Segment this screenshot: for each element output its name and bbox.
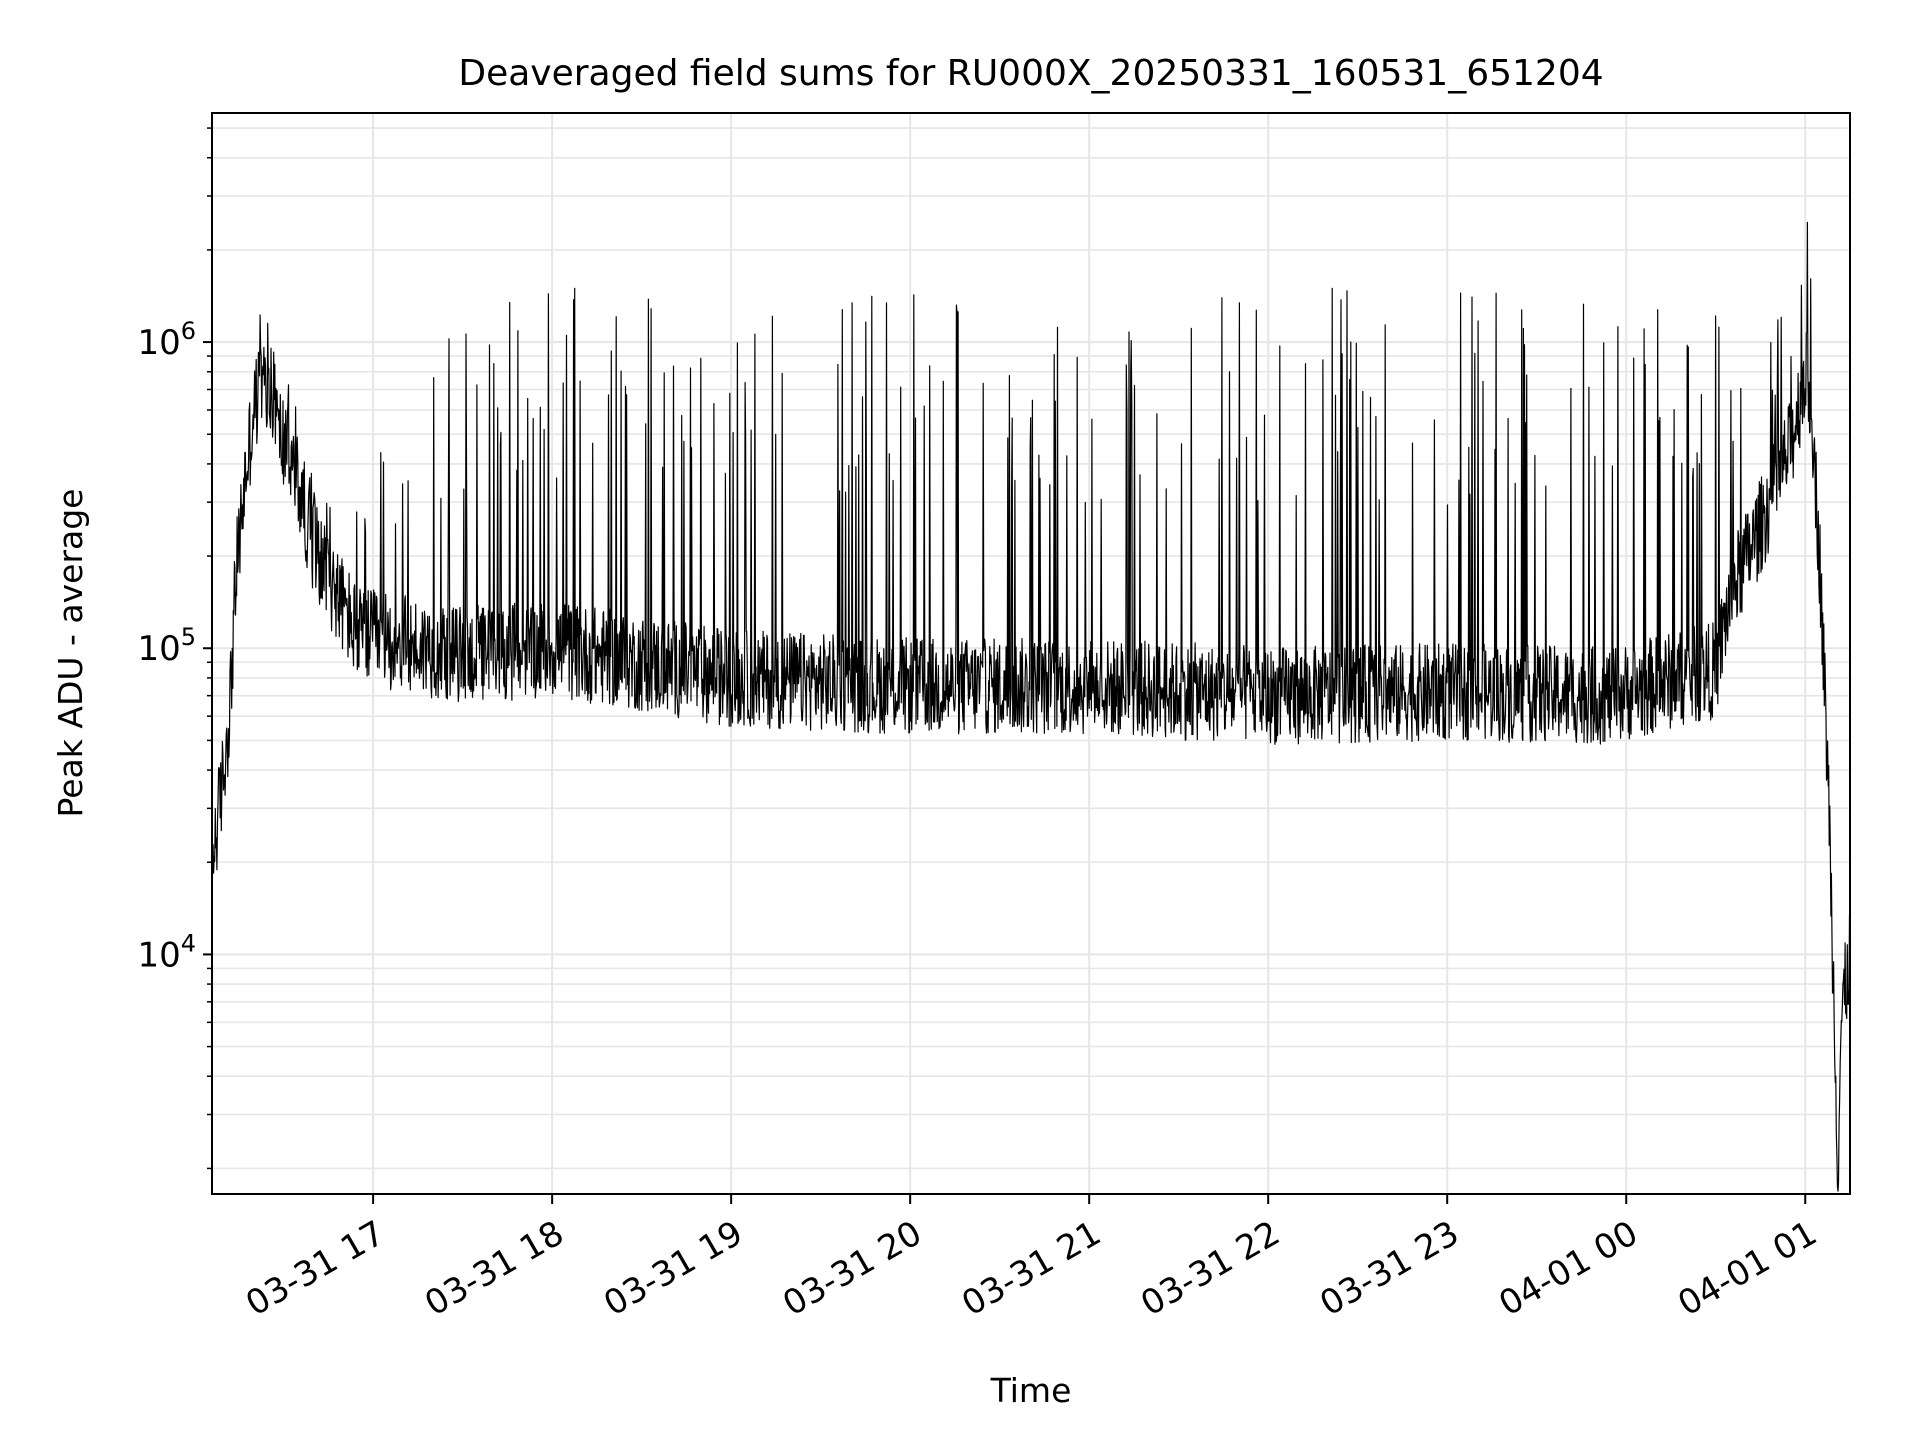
y-tick-label: 106: [137, 317, 196, 363]
y-tick-label-base: 10: [137, 935, 180, 975]
y-axis-label: Peak ADU - average: [51, 489, 90, 818]
series-layer: [211, 221, 1851, 1192]
y-tick-label-base: 10: [137, 323, 180, 363]
x-axis-label: Time: [990, 1371, 1072, 1410]
plot-frame: [211, 112, 1851, 1195]
y-tick-label-base: 10: [137, 629, 180, 669]
y-tick-label: 104: [137, 929, 196, 975]
y-tick-label-exponent: 4: [181, 929, 196, 957]
chart-title: Deaveraged field sums for RU000X_2025033…: [458, 53, 1603, 94]
y-tick-label-exponent: 6: [181, 317, 196, 345]
series-line: [211, 221, 1851, 1192]
y-tick-label-exponent: 5: [181, 623, 196, 651]
y-tick-label: 105: [137, 623, 196, 669]
